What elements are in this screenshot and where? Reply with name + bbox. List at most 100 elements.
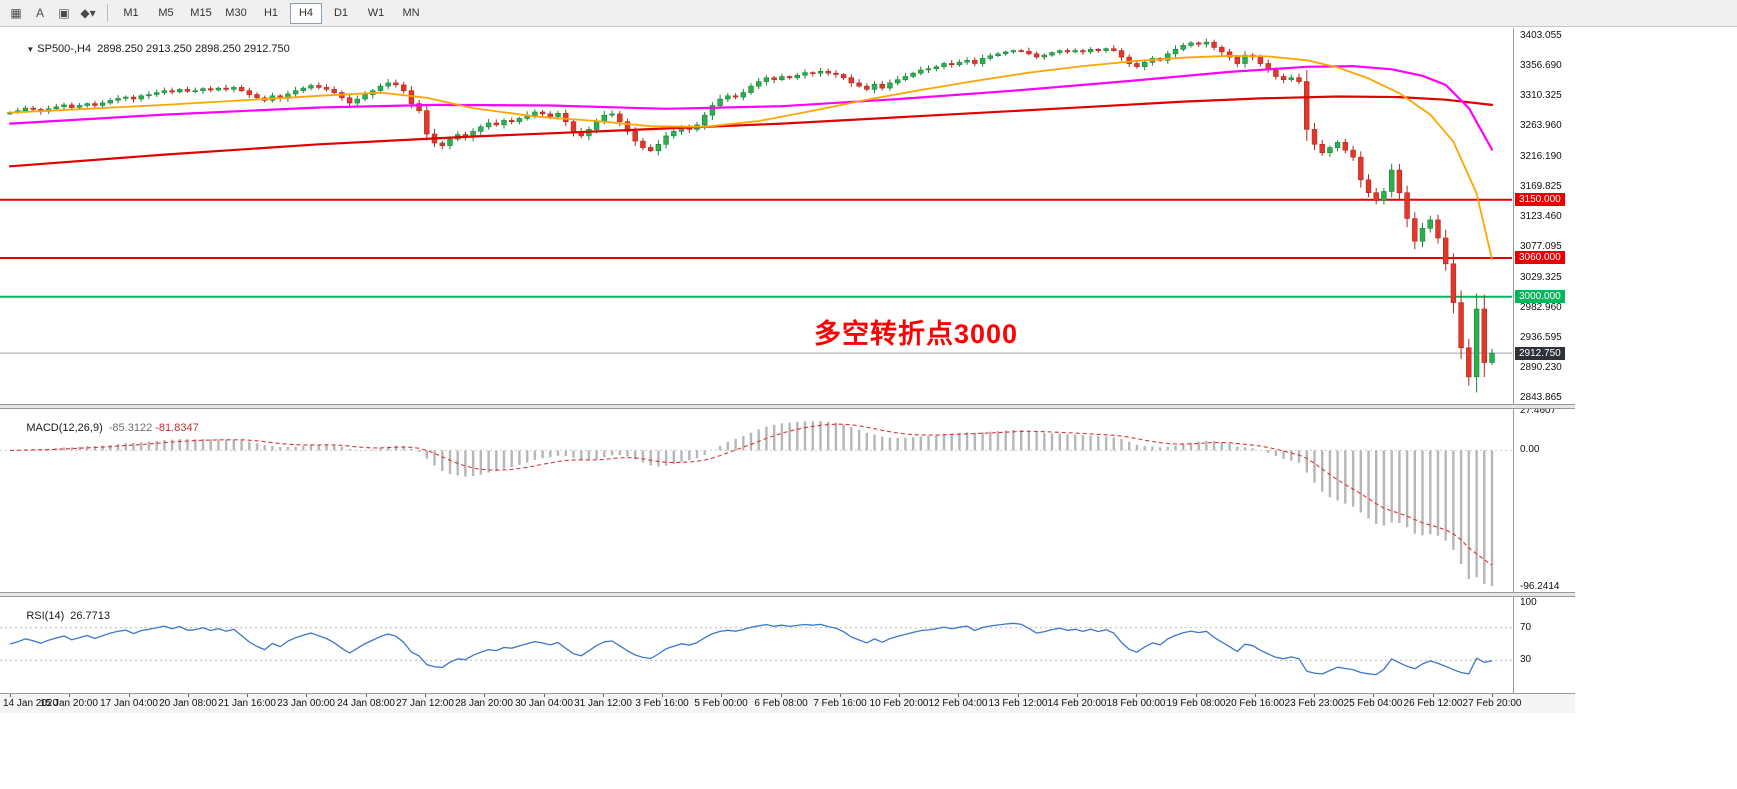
price-scale-tick: 3029.325 — [1520, 271, 1562, 283]
symbol-marker-icon[interactable]: ▼ — [26, 45, 35, 54]
macd-scale-tick: 0.00 — [1520, 444, 1540, 456]
text-cursor-tool-icon[interactable]: A — [35, 6, 44, 20]
price-scale-tick: 2890.230 — [1520, 361, 1562, 373]
ohlc-values-label: 2898.250 2913.250 2898.250 2912.750 — [97, 43, 290, 55]
time-axis-label: 3 Feb 16:00 — [635, 698, 689, 709]
time-axis-label: 13 Feb 12:00 — [988, 698, 1048, 709]
price-scale-tick: 3216.190 — [1520, 151, 1562, 163]
time-axis-label: 23 Feb 23:00 — [1284, 698, 1344, 709]
macd-scale-tick: -96.2414 — [1520, 581, 1560, 593]
time-axis-label: 20 Feb 16:00 — [1225, 698, 1285, 709]
indicators-dropdown-icon[interactable]: ◆▾ — [80, 6, 96, 20]
time-axis-label: 24 Jan 08:00 — [337, 698, 395, 709]
time-axis-tick — [247, 694, 248, 697]
toolbar: ▦ A ▣ ◆▾ M1 M5 M15 M30 H1 H4 D1 W1 MN — [0, 0, 1737, 27]
rsi-canvas[interactable] — [0, 595, 1512, 693]
toolbar-separator — [107, 4, 108, 22]
time-axis-label: 17 Jan 04:00 — [100, 698, 158, 709]
rsi-scale-tick: 100 — [1520, 597, 1537, 608]
timeframe-button-m5[interactable]: M5 — [158, 7, 174, 19]
price-scale-tick: 3263.960 — [1520, 120, 1562, 132]
time-axis-tick — [129, 694, 130, 697]
time-axis-tick — [188, 694, 189, 697]
rsi-panel[interactable]: RSI(14) 26.7713 — [0, 595, 1512, 693]
macd-panel[interactable]: MACD(12,26,9) -85.3122 -81.8347 — [0, 407, 1512, 592]
time-axis-tick — [425, 694, 426, 697]
price-scale-tick: 3169.825 — [1520, 181, 1562, 193]
rsi-header: RSI(14) 26.7713 — [8, 598, 110, 634]
time-axis-label: 18 Feb 00:00 — [1106, 698, 1166, 709]
timeframe-button-m1[interactable]: M1 — [123, 7, 139, 19]
price-chart-canvas[interactable] — [0, 28, 1512, 404]
price-scale[interactable]: 3403.055 3356.690 3310.325 3263.960 3216.190… — [1513, 28, 1575, 693]
time-axis-label: 26 Feb 12:00 — [1403, 698, 1463, 709]
data-window-icon[interactable]: ▣ — [58, 6, 70, 20]
time-axis-tick — [484, 694, 485, 697]
time-axis-tick — [721, 694, 722, 697]
price-chart-panel[interactable]: ▼ SP500-,H4 2898.250 2913.250 2898.250 291… — [0, 28, 1512, 404]
rsi-scale-tick: 70 — [1520, 621, 1532, 633]
rsi-scale-tick: 30 — [1520, 654, 1532, 666]
panel-splitter-rsi[interactable] — [0, 592, 1575, 597]
price-level-badge: 3060.000 — [1515, 251, 1565, 265]
timeframe-button-mn[interactable]: MN — [402, 7, 420, 19]
timeframe-button-d1[interactable]: D1 — [333, 7, 349, 19]
panel-splitter-macd[interactable] — [0, 404, 1575, 409]
price-level-badge: 2912.750 — [1515, 346, 1565, 360]
time-axis-label: 25 Feb 04:00 — [1343, 698, 1403, 709]
time-axis-label: 31 Jan 12:00 — [574, 698, 632, 709]
price-scale-tick: 3123.460 — [1520, 210, 1562, 222]
symbol-timeframe-label: SP500-,H4 — [37, 43, 92, 55]
time-axis-label: 10 Feb 20:00 — [869, 698, 929, 709]
timeframe-button-group: M1 M5 M15 M30 H1 H4 D1 W1 MN — [115, 2, 427, 24]
time-axis-label: 30 Jan 04:00 — [515, 698, 573, 709]
chart-annotation-text: 多空转折点3000 — [814, 319, 1019, 349]
macd-scale-tick: 27.4607 — [1520, 405, 1557, 417]
time-axis-tick — [1018, 694, 1019, 697]
market-watch-icon[interactable]: ▦ — [10, 6, 22, 20]
time-axis-tick — [662, 694, 663, 697]
time-axis-tick — [1196, 694, 1197, 697]
time-axis-label: 28 Jan 20:00 — [455, 698, 513, 709]
time-axis-tick — [10, 694, 11, 697]
timeframe-button-m15[interactable]: M15 — [190, 7, 212, 19]
price-scale-tick: 2843.865 — [1520, 391, 1562, 403]
time-axis-label: 6 Feb 08:00 — [754, 698, 808, 709]
macd-label: MACD(12,26,9) — [26, 422, 103, 434]
rsi-value: 26.7713 — [70, 610, 111, 622]
time-axis-tick — [1373, 694, 1374, 697]
time-axis-label: 27 Feb 20:00 — [1462, 698, 1522, 709]
time-axis-label: 20 Jan 08:00 — [159, 698, 217, 709]
time-axis-label: 27 Jan 12:00 — [396, 698, 454, 709]
time-axis-tick — [1314, 694, 1315, 697]
time-axis-tick — [1433, 694, 1434, 697]
time-axis-label: 7 Feb 16:00 — [813, 698, 867, 709]
time-axis-tick — [1255, 694, 1256, 697]
price-scale-tick: 3403.055 — [1520, 30, 1562, 42]
timeframe-button-h1[interactable]: H1 — [263, 7, 279, 19]
time-axis-label: 21 Jan 16:00 — [218, 698, 276, 709]
macd-signal-value: -81.8347 — [155, 422, 199, 434]
timeframe-button-w1[interactable]: W1 — [367, 7, 385, 19]
time-axis-tick — [781, 694, 782, 697]
chart-header: ▼ SP500-,H4 2898.250 2913.250 2898.250 291… — [8, 31, 290, 67]
time-axis-label: 12 Feb 04:00 — [928, 698, 988, 709]
price-scale-tick: 3077.095 — [1520, 240, 1562, 252]
time-axis-tick — [899, 694, 900, 697]
time-axis-tick — [603, 694, 604, 697]
timeframe-button-h4[interactable]: H4 — [290, 2, 322, 24]
time-axis[interactable]: 14 Jan 2020 15 Jan 20:00 17 Jan 04:00 20 Ja… — [0, 693, 1575, 713]
macd-canvas[interactable] — [0, 407, 1512, 592]
time-axis-tick — [1077, 694, 1078, 697]
price-scale-tick: 3356.690 — [1520, 60, 1562, 72]
time-axis-label: 23 Jan 00:00 — [277, 698, 335, 709]
time-axis-tick — [69, 694, 70, 697]
timeframe-button-m30[interactable]: M30 — [225, 7, 247, 19]
time-axis-tick — [958, 694, 959, 697]
macd-main-value: -85.3122 — [108, 422, 153, 434]
price-level-badge: 3150.000 — [1515, 193, 1565, 207]
time-axis-label: 14 Feb 20:00 — [1047, 698, 1107, 709]
price-level-badge: 3000.000 — [1515, 290, 1565, 304]
macd-header: MACD(12,26,9) -85.3122 -81.8347 — [8, 410, 199, 446]
